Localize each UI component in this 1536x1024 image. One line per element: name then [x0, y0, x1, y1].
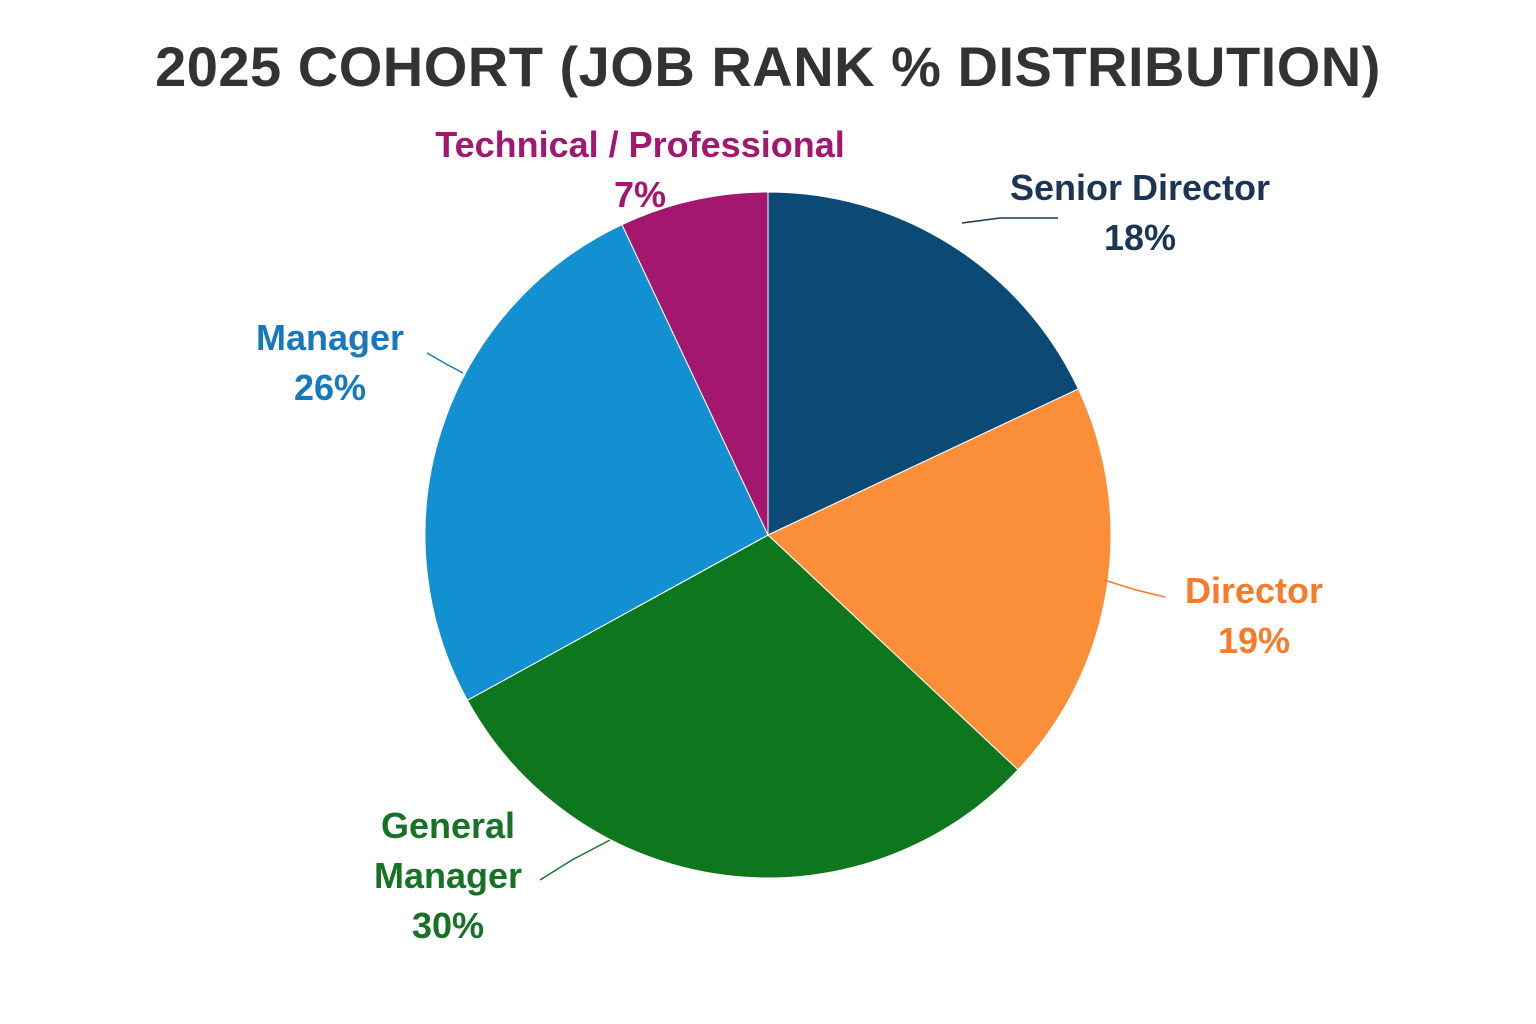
slice-label-director: Director — [1185, 570, 1323, 611]
pie-labels: Senior Director 18% Director 19% General Mana… — [256, 124, 1323, 946]
pie-slice-technical-professional — [621, 191, 769, 536]
slice-value-director: 19% — [1218, 620, 1290, 661]
leader-line-manager — [426, 352, 464, 374]
leader-line-general-manager — [539, 839, 611, 881]
leader-line-director — [1103, 579, 1166, 598]
leader-line-senior-director — [961, 217, 1058, 224]
slice-value-technical-professional: 7% — [614, 174, 666, 215]
pie-slice-director — [767, 388, 1112, 771]
slice-label-senior-director: Senior Director — [1010, 167, 1270, 208]
slice-label-technical-professional: Technical / Professional — [435, 124, 844, 165]
pie-slices — [424, 191, 1112, 879]
chart-title: 2025 COHORT (JOB RANK % DISTRIBUTION) — [155, 35, 1381, 98]
slice-label-general-manager-line-1: General — [381, 805, 515, 846]
slice-value-senior-director: 18% — [1104, 217, 1176, 258]
slice-label-general-manager-line-2: Manager — [374, 855, 522, 896]
pie-slice-manager — [424, 223, 769, 701]
pie-slice-senior-director — [767, 191, 1080, 536]
pie-slice-general-manager — [466, 534, 1019, 879]
slice-value-manager: 26% — [294, 367, 366, 408]
slice-value-general-manager: 30% — [412, 905, 484, 946]
slice-label-manager: Manager — [256, 317, 404, 358]
